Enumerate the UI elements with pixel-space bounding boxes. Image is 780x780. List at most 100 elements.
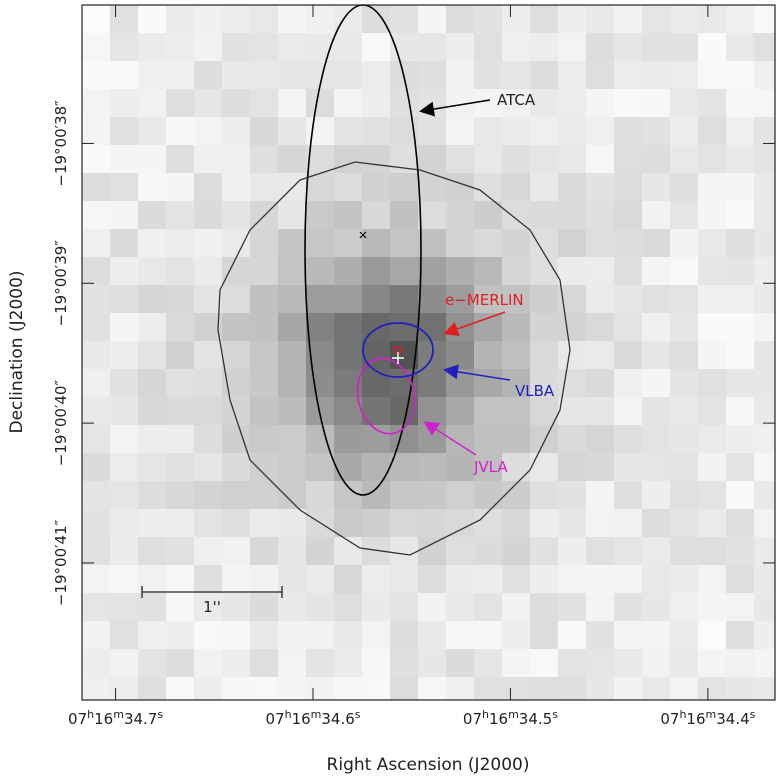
pixel bbox=[334, 425, 362, 453]
pixel bbox=[642, 5, 670, 33]
pixel bbox=[614, 33, 642, 61]
pixel bbox=[390, 481, 418, 509]
pixel bbox=[502, 397, 530, 425]
pixel bbox=[194, 621, 222, 649]
pixel bbox=[278, 453, 306, 481]
pixel bbox=[166, 61, 194, 89]
pixel bbox=[194, 537, 222, 565]
pixel bbox=[194, 229, 222, 257]
pixel bbox=[166, 397, 194, 425]
pixel bbox=[726, 453, 754, 481]
pixel bbox=[446, 341, 474, 369]
pixel bbox=[558, 61, 586, 89]
figure: ATCA e−MERLIN VLBA JVLA 1'' Right Ascens… bbox=[0, 0, 780, 780]
pixel bbox=[278, 425, 306, 453]
pixel bbox=[502, 425, 530, 453]
pixel bbox=[362, 285, 390, 313]
pixel bbox=[362, 313, 390, 341]
pixel bbox=[306, 537, 334, 565]
pixel bbox=[194, 33, 222, 61]
pixel bbox=[166, 145, 194, 173]
pixel bbox=[558, 117, 586, 145]
pixel bbox=[418, 145, 446, 173]
pixel bbox=[726, 425, 754, 453]
pixel bbox=[334, 481, 362, 509]
pixel bbox=[474, 313, 502, 341]
pixel bbox=[166, 425, 194, 453]
pixel bbox=[194, 453, 222, 481]
pixel bbox=[306, 5, 334, 33]
pixel bbox=[558, 397, 586, 425]
pixel bbox=[138, 537, 166, 565]
pixel bbox=[138, 89, 166, 117]
pixel bbox=[642, 89, 670, 117]
pixel bbox=[110, 425, 138, 453]
pixel bbox=[754, 397, 775, 425]
pixel bbox=[670, 229, 698, 257]
pixel bbox=[530, 117, 558, 145]
pixel bbox=[670, 117, 698, 145]
pixel bbox=[82, 509, 110, 537]
pixel bbox=[166, 5, 194, 33]
pixel bbox=[614, 509, 642, 537]
pixel bbox=[474, 537, 502, 565]
pixel bbox=[446, 621, 474, 649]
pixel bbox=[82, 369, 110, 397]
pixel bbox=[614, 537, 642, 565]
pixel bbox=[166, 33, 194, 61]
pixel bbox=[166, 453, 194, 481]
pixel bbox=[362, 565, 390, 593]
pixel bbox=[138, 621, 166, 649]
pixel bbox=[82, 285, 110, 313]
pixel bbox=[334, 145, 362, 173]
pixel bbox=[222, 89, 250, 117]
pixel bbox=[726, 341, 754, 369]
pixel bbox=[278, 649, 306, 677]
pixel bbox=[362, 201, 390, 229]
pixel bbox=[334, 453, 362, 481]
pixel bbox=[642, 649, 670, 677]
pixel bbox=[278, 201, 306, 229]
pixel bbox=[138, 117, 166, 145]
pixel bbox=[474, 509, 502, 537]
pixel bbox=[138, 677, 166, 700]
pixel bbox=[82, 201, 110, 229]
pixel bbox=[502, 621, 530, 649]
pixel bbox=[558, 453, 586, 481]
pixel bbox=[502, 173, 530, 201]
pixel bbox=[530, 313, 558, 341]
pixel bbox=[390, 173, 418, 201]
pixel bbox=[110, 593, 138, 621]
pixel bbox=[698, 425, 726, 453]
pixel bbox=[530, 5, 558, 33]
pixel bbox=[390, 425, 418, 453]
pixel bbox=[418, 565, 446, 593]
pixel bbox=[530, 425, 558, 453]
pixel bbox=[138, 285, 166, 313]
pixel bbox=[474, 117, 502, 145]
pixel bbox=[250, 33, 278, 61]
pixel bbox=[642, 33, 670, 61]
pixel bbox=[166, 341, 194, 369]
pixel bbox=[418, 313, 446, 341]
pixel bbox=[390, 33, 418, 61]
pixel bbox=[670, 257, 698, 285]
pixel bbox=[446, 117, 474, 145]
pixel bbox=[642, 453, 670, 481]
pixel bbox=[670, 145, 698, 173]
pixel bbox=[250, 173, 278, 201]
pixel bbox=[82, 89, 110, 117]
pixel bbox=[754, 257, 775, 285]
pixel bbox=[222, 369, 250, 397]
pixel bbox=[222, 313, 250, 341]
pixel bbox=[390, 89, 418, 117]
pixel bbox=[306, 313, 334, 341]
pixel bbox=[138, 453, 166, 481]
pixel bbox=[558, 33, 586, 61]
pixel bbox=[138, 5, 166, 33]
pixel bbox=[418, 229, 446, 257]
pixel bbox=[586, 397, 614, 425]
pixel bbox=[726, 621, 754, 649]
pixel bbox=[754, 5, 775, 33]
pixel bbox=[250, 481, 278, 509]
